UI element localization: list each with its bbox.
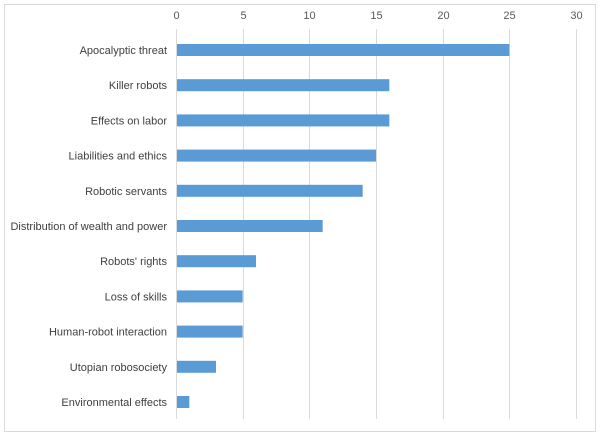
category-label: Robotic servants (85, 186, 167, 198)
bar (177, 255, 256, 268)
bar (177, 360, 216, 373)
x-tick-label: 30 (570, 10, 582, 22)
bar (177, 396, 190, 408)
x-tick-label: 15 (370, 10, 382, 22)
category-label: Effects on labor (91, 115, 168, 127)
category-label: Distribution of wealth and power (10, 221, 167, 233)
bar-chart: 0 5 10 15 20 25 30 Apocalyptic threat Killer ro… (10, 10, 583, 419)
category-label: Loss of skills (105, 291, 168, 303)
bar (177, 79, 390, 92)
x-tick-label: 20 (437, 10, 449, 22)
bar (177, 325, 243, 338)
category-label: Robots' rights (100, 256, 167, 268)
bars (177, 44, 510, 408)
category-label: Environmental effects (61, 397, 167, 409)
x-tick-label: 5 (240, 10, 246, 22)
category-label: Killer robots (109, 80, 168, 92)
category-label: Utopian robosociety (70, 362, 168, 374)
bar (177, 114, 390, 127)
bar (177, 44, 510, 56)
x-tick-label: 0 (173, 10, 179, 22)
category-label: Liabilities and ethics (69, 151, 168, 163)
chart-frame: 0 5 10 15 20 25 30 Apocalyptic threat Killer ro… (4, 4, 596, 432)
x-axis-tick-labels: 0 5 10 15 20 25 30 (173, 10, 582, 22)
category-label: Human-robot interaction (49, 327, 167, 339)
x-tick-label: 25 (503, 10, 515, 22)
bar (177, 184, 363, 197)
bar (177, 149, 376, 162)
category-label: Apocalyptic threat (80, 45, 167, 57)
category-labels: Apocalyptic threat Killer robots Effects o… (10, 45, 167, 409)
bar (177, 290, 243, 303)
bar (177, 220, 323, 232)
x-tick-label: 10 (303, 10, 315, 22)
